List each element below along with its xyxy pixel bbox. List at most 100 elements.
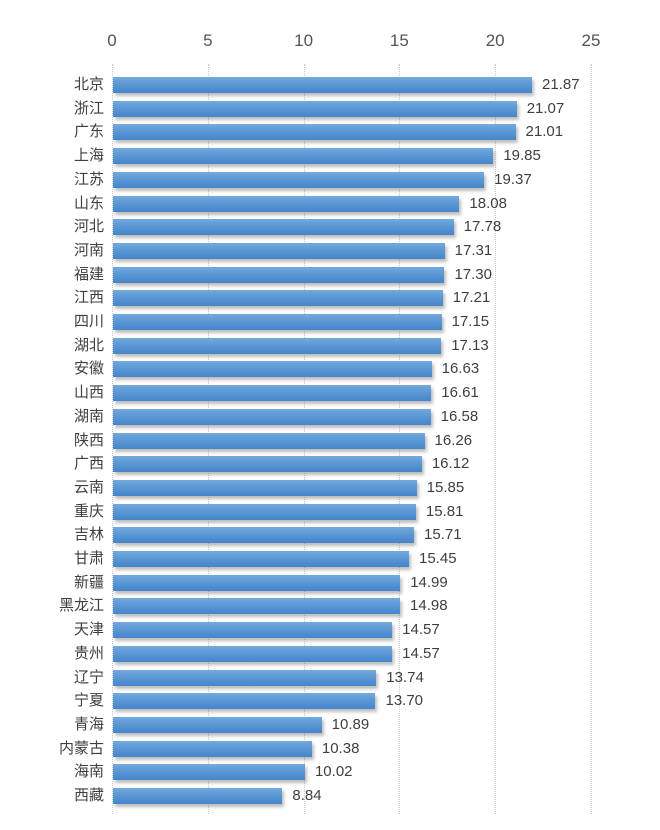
x-axis-tick-label: 0 xyxy=(107,31,117,50)
value-label: 17.13 xyxy=(451,336,489,354)
bar xyxy=(113,574,401,591)
bar xyxy=(113,100,517,117)
bar xyxy=(113,598,401,615)
bar-row: 辽宁 13.74 xyxy=(0,668,660,686)
value-label: 17.30 xyxy=(454,265,492,283)
bar-row: 贵州 14.57 xyxy=(0,644,660,662)
value-label: 17.21 xyxy=(452,289,491,307)
bar-row: 黑龙江 14.98 xyxy=(0,597,660,615)
value-label: 17.31 xyxy=(454,241,493,259)
bar-row: 宁夏 13.70 xyxy=(0,692,660,710)
bar xyxy=(113,456,422,473)
bar xyxy=(113,740,312,757)
bar xyxy=(113,171,485,188)
bar-row: 湖南 16.58 xyxy=(0,407,660,425)
category-label: 河北 xyxy=(73,218,104,236)
category-label: 陕西 xyxy=(73,431,104,449)
bar-row: 北京 21.87 xyxy=(0,77,660,93)
bar xyxy=(113,432,425,449)
bar xyxy=(113,527,414,544)
bar xyxy=(113,669,377,686)
value-label: 18.08 xyxy=(469,194,507,212)
category-label: 山东 xyxy=(73,194,104,212)
value-label: 15.45 xyxy=(419,550,457,567)
vertical-gridline xyxy=(591,64,592,814)
bar xyxy=(113,645,393,662)
vertical-gridline xyxy=(495,64,497,814)
category-label: 辽宁 xyxy=(73,668,104,686)
value-label: 19.85 xyxy=(503,147,541,165)
value-label: 10.38 xyxy=(321,739,360,757)
x-axis-tick-label: 25 xyxy=(581,31,601,50)
bar xyxy=(113,764,305,781)
category-label: 福建 xyxy=(73,265,104,283)
category-label: 四川 xyxy=(73,313,104,330)
category-label: 重庆 xyxy=(73,502,104,520)
value-label: 16.63 xyxy=(441,360,480,378)
bar-row: 安徽 16.63 xyxy=(0,360,660,378)
bar-row: 四川 17.15 xyxy=(0,314,660,330)
bar xyxy=(113,622,393,639)
category-label: 内蒙古 xyxy=(58,739,104,757)
value-label: 13.74 xyxy=(386,668,424,686)
category-label: 天津 xyxy=(73,621,104,639)
category-label: 山西 xyxy=(73,384,104,402)
value-label: 16.58 xyxy=(440,407,479,425)
category-label: 海南 xyxy=(73,763,104,781)
bar-row: 海南 10.02 xyxy=(0,763,660,781)
value-label: 21.87 xyxy=(542,76,580,93)
value-label: 15.81 xyxy=(425,502,464,520)
bar-row: 江苏 19.37 xyxy=(0,171,660,188)
bar-row: 浙江 21.07 xyxy=(0,100,660,117)
category-label: 宁夏 xyxy=(73,692,104,710)
category-label: 黑龙江 xyxy=(58,597,104,615)
bar-row: 青海 10.89 xyxy=(0,715,660,733)
x-axis-tick-label: 5 xyxy=(203,31,213,50)
value-label: 16.26 xyxy=(434,431,473,449)
x-axis-tick-label: 15 xyxy=(389,31,409,50)
bar-row: 山西 16.61 xyxy=(0,384,660,402)
category-label: 云南 xyxy=(73,478,104,496)
value-label: 10.89 xyxy=(331,715,370,733)
category-label: 甘肃 xyxy=(73,550,104,567)
bar-row: 西藏 8.84 xyxy=(0,788,660,804)
value-label: 15.71 xyxy=(424,526,462,544)
bar-row: 吉林 15.71 xyxy=(0,526,660,544)
value-label: 16.61 xyxy=(441,384,479,402)
value-label: 14.57 xyxy=(402,621,440,639)
bar-row: 重庆 15.81 xyxy=(0,502,660,520)
bar-row: 河南 17.31 xyxy=(0,241,660,259)
value-label: 17.78 xyxy=(463,218,502,236)
bar xyxy=(113,337,442,354)
category-label: 广西 xyxy=(73,455,104,473)
value-label: 15.85 xyxy=(426,478,465,496)
bar-row: 江西 17.21 xyxy=(0,289,660,307)
x-axis-tick-label: 10 xyxy=(294,31,314,50)
bar xyxy=(113,314,442,330)
bar xyxy=(113,408,431,425)
value-label: 17.15 xyxy=(451,313,490,330)
value-label: 14.57 xyxy=(402,644,440,662)
bar-row: 山东 18.08 xyxy=(0,194,660,212)
x-axis-tick-label: 20 xyxy=(485,31,505,50)
bar xyxy=(113,716,322,733)
bar-row: 广东 21.01 xyxy=(0,123,660,141)
bar-row: 内蒙古 10.38 xyxy=(0,739,660,757)
bar xyxy=(113,242,445,259)
bar-row: 上海 19.85 xyxy=(0,147,660,165)
bar xyxy=(113,361,432,378)
category-label: 吉林 xyxy=(73,526,104,544)
bar-row: 新疆 14.99 xyxy=(0,574,660,591)
bar-row: 云南 15.85 xyxy=(0,478,660,496)
value-label: 8.84 xyxy=(292,787,322,804)
category-label: 河南 xyxy=(73,241,104,259)
bar xyxy=(113,124,516,141)
category-label: 广东 xyxy=(73,123,104,141)
bar xyxy=(113,148,494,165)
category-label: 安徽 xyxy=(73,360,104,378)
bar xyxy=(113,77,533,93)
category-label: 上海 xyxy=(73,147,104,165)
bar xyxy=(113,479,417,496)
bar xyxy=(113,290,443,307)
